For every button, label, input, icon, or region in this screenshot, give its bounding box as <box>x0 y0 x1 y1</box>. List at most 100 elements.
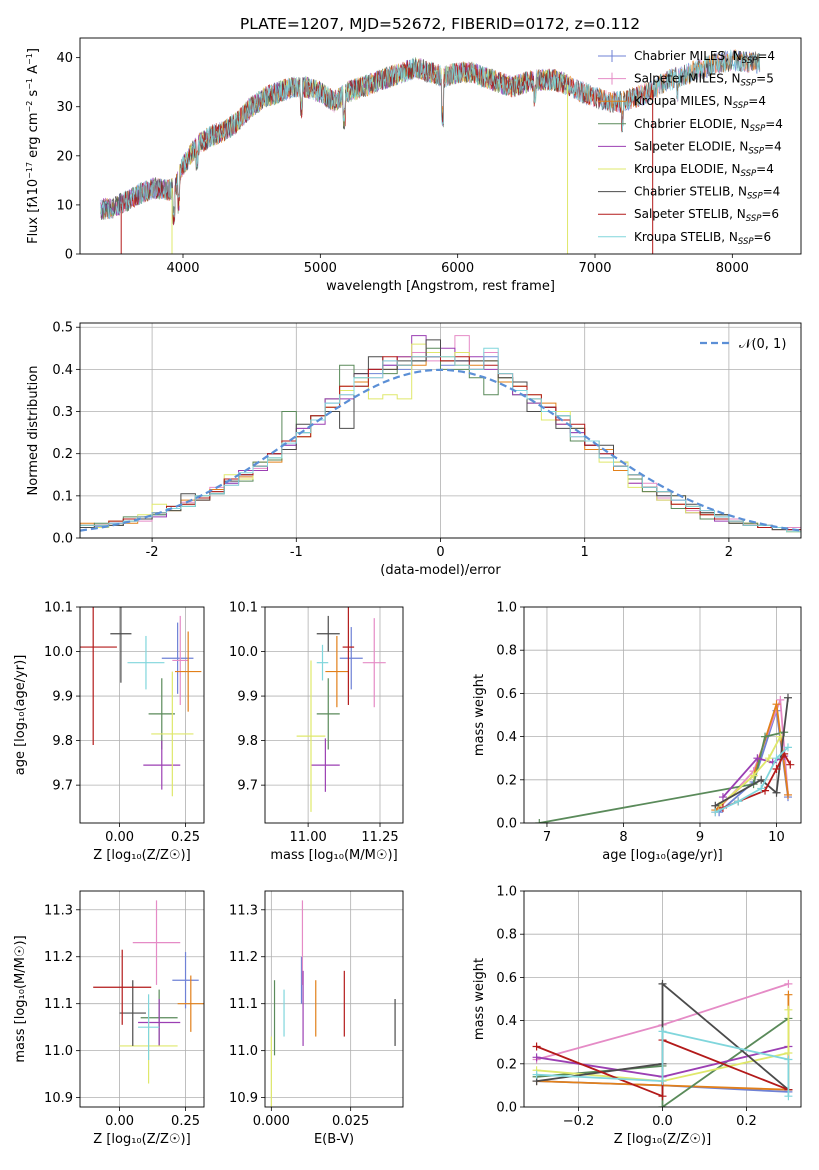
y-tick-label: 0.4 <box>496 730 517 745</box>
weight-point <box>532 1042 541 1051</box>
weight-point <box>658 1077 667 1086</box>
y-tick-label: 10.0 <box>229 645 258 660</box>
errorbar-salpeter-miles <box>172 615 189 705</box>
y-tick-label: 30 <box>56 100 73 115</box>
errorbar-chabrier-miles <box>339 627 363 690</box>
x-tick-label: 1 <box>581 545 589 560</box>
weight-line-kroupa-elodie <box>536 1009 790 1083</box>
plot-area-residuals <box>80 335 801 538</box>
y-tick-label: 11.0 <box>44 1044 73 1059</box>
errorbar-kroupa-elodie <box>151 671 194 797</box>
x-axis-label: (data-model)/error <box>380 563 501 578</box>
weight-point <box>753 754 762 763</box>
x-tick-label: 11.25 <box>361 830 398 845</box>
weight-point <box>784 979 793 988</box>
y-tick-label: 0.4 <box>496 1014 517 1029</box>
legend-label: Salpeter MILES, NSSP=5 <box>634 72 774 89</box>
errorbar-chabrier-miles <box>172 952 199 1009</box>
errorbar-chabrier-stelib <box>119 980 146 1046</box>
axes-frame <box>523 606 802 824</box>
x-axis-label: wavelength [Angstrom, rest frame] <box>326 279 555 294</box>
y-tick-label: 11.3 <box>229 903 258 918</box>
y-tick-label: 0.4 <box>52 363 73 378</box>
y-tick-label: 0.0 <box>496 817 517 832</box>
axes-weight_vs_age: 7 8 9 10 0.0 0.2 0.4 0.6 0.8 1.0 age [log₁₀(age/yr… <box>472 601 802 863</box>
plot-area-spectrum <box>100 49 761 254</box>
weight-point <box>535 819 544 823</box>
y-tick-label: 10.1 <box>229 601 258 616</box>
y-tick-label: 0.0 <box>52 532 73 547</box>
x-tick-label: 0 <box>436 545 444 560</box>
plot-area-age_vs_Z <box>80 607 202 797</box>
normal-reference-curve <box>80 368 801 532</box>
errorbar-chabrier-stelib <box>110 607 132 683</box>
errorbar-salpeter-stelib <box>80 607 117 746</box>
axes-frame <box>264 606 404 824</box>
x-tick-label: 0.00 <box>105 1114 134 1129</box>
y-tick-label: 0.5 <box>52 321 73 336</box>
x-tick-label: 10 <box>768 830 785 845</box>
axes-weight_vs_Z: −0.2 0.0 0.2 0.0 0.2 0.4 0.6 0.8 1.0 Z [log₁₀(Z/Z… <box>472 885 802 1147</box>
axes-frame <box>79 37 802 255</box>
weight-point <box>784 1005 793 1014</box>
y-tick-label: 9.8 <box>52 734 73 749</box>
x-tick-label: 4000 <box>166 261 199 276</box>
x-tick-label: 8000 <box>716 261 749 276</box>
axes-frame <box>79 322 802 539</box>
y-tick-label: 20 <box>56 149 73 164</box>
x-tick-label: 0.25 <box>171 830 200 845</box>
y-axis-label: mass weight <box>472 674 487 756</box>
plot-area-weight_vs_age <box>535 693 795 823</box>
plot-area-age_vs_mass <box>296 607 386 812</box>
weight-point <box>532 1053 541 1062</box>
weight-point <box>734 797 743 806</box>
x-tick-label: 6000 <box>441 261 474 276</box>
y-tick-label: 11.2 <box>44 950 73 965</box>
y-tick-label: 0.2 <box>496 773 517 788</box>
x-tick-label: 11.00 <box>290 830 327 845</box>
weight-point <box>783 743 792 752</box>
x-axis-label: E(B-V) <box>314 1132 354 1147</box>
x-axis-label: Z [log₁₀(Z/Z☉)] <box>93 1132 190 1147</box>
legend-label: Chabrier STELIB, NSSP=4 <box>634 185 780 202</box>
axes-mass_vs_EBV: 0.000 0.025 10.9 11.0 11.1 11.2 11.3 E(B-V) <box>229 890 404 1147</box>
errorbar-salpeter-miles <box>132 900 181 985</box>
axes-residuals: -2 -1 0 1 2 0.0 0.1 0.2 0.3 0.4 0.5 (data-model)/er… <box>26 321 802 578</box>
y-tick-label: 0.0 <box>496 1101 517 1116</box>
y-tick-label: 11.2 <box>229 950 258 965</box>
x-tick-label: 0.0 <box>652 1114 673 1129</box>
weight-point <box>786 760 795 769</box>
weight-line-chabrier-elodie <box>539 731 785 823</box>
weight-point <box>784 990 793 999</box>
axes-spectrum: 4000 5000 6000 7000 8000 0 10 20 30 40 wavelength … <box>25 37 802 294</box>
errorbar-kroupa-stelib <box>138 994 160 1061</box>
y-tick-label: 40 <box>56 51 73 66</box>
y-tick-label: 9.7 <box>52 779 73 794</box>
errorbar-chabrier-stelib <box>316 615 340 652</box>
x-tick-label: 2 <box>725 545 733 560</box>
y-tick-label: 11.0 <box>229 1044 258 1059</box>
weight-point <box>761 732 770 741</box>
x-axis-label: Z [log₁₀(Z/Z☉)] <box>93 848 190 863</box>
y-tick-label: 0.6 <box>496 971 517 986</box>
y-tick-label: 1.0 <box>496 601 517 616</box>
weight-point <box>658 1027 667 1036</box>
x-tick-label: 0.25 <box>171 1114 200 1129</box>
y-tick-label: 11.1 <box>229 997 258 1012</box>
legend-label: Chabrier ELODIE, NSSP=4 <box>634 117 783 134</box>
x-tick-label: -2 <box>146 545 159 560</box>
legend-label: Salpeter STELIB, NSSP=6 <box>634 207 779 224</box>
y-tick-label: 0.2 <box>496 1057 517 1072</box>
x-tick-label: -1 <box>290 545 303 560</box>
errorbar-kroupa-stelib <box>127 635 165 690</box>
weight-line-salpeter-elodie <box>722 755 785 798</box>
y-tick-label: 10.0 <box>44 645 73 660</box>
legend-spectrum: Chabrier MILES, NSSP=4 Salpeter MILES, NS… <box>598 49 783 247</box>
axes-frame <box>79 606 205 824</box>
y-tick-label: 10.9 <box>229 1091 258 1106</box>
errorbar-chabrier-elodie <box>148 678 175 750</box>
y-tick-label: 10 <box>56 198 73 213</box>
y-tick-label: 9.7 <box>237 779 258 794</box>
axes-mass_vs_Z: 0.00 0.25 10.9 11.0 11.1 11.2 11.3 Z [log₁₀(Z/Z… <box>13 890 205 1147</box>
errorbar-salpeter-stelib <box>342 607 355 705</box>
